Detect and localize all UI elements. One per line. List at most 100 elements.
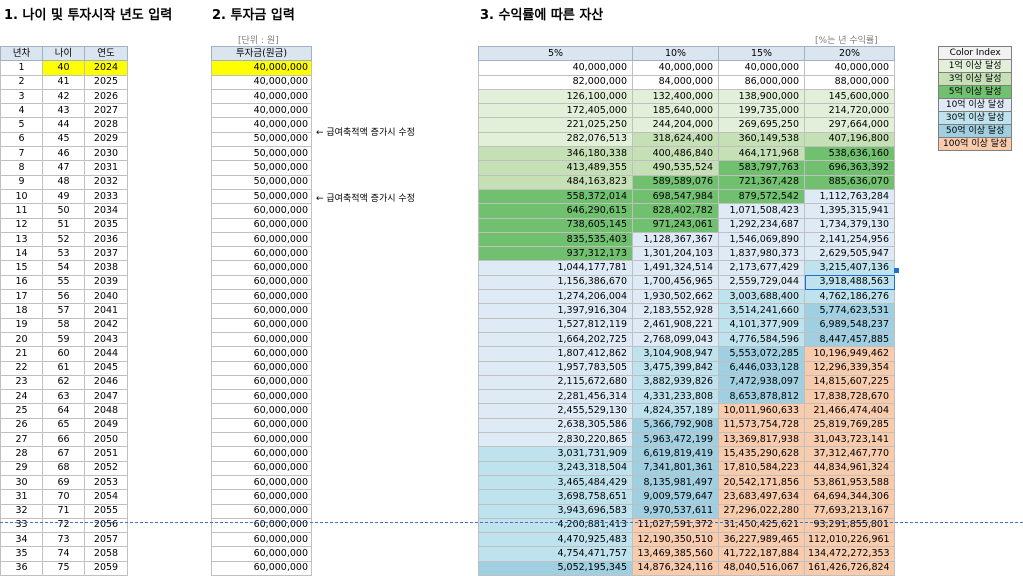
age-cell[interactable]: 64 bbox=[42, 403, 85, 419]
investment-cell[interactable]: 40,000,000 bbox=[211, 60, 312, 76]
investment-cell[interactable]: 60,000,000 bbox=[211, 460, 312, 476]
asset-cell[interactable]: 698,547,984 bbox=[632, 188, 719, 205]
asset-cell[interactable]: 88,000,000 bbox=[804, 74, 895, 90]
year-index-cell[interactable]: 33 bbox=[0, 517, 43, 534]
asset-cell[interactable]: 583,797,763 bbox=[718, 160, 805, 176]
asset-cell[interactable]: 4,824,357,189 bbox=[632, 403, 719, 419]
age-cell[interactable]: 49 bbox=[42, 188, 85, 205]
year-cell[interactable]: 2039 bbox=[84, 274, 128, 291]
asset-cell[interactable]: 2,629,505,947 bbox=[804, 246, 895, 262]
asset-cell[interactable]: 5,963,472,199 bbox=[632, 432, 719, 448]
age-cell[interactable]: 65 bbox=[42, 417, 85, 434]
age-cell[interactable]: 61 bbox=[42, 360, 85, 376]
asset-cell[interactable]: 31,043,723,141 bbox=[804, 432, 895, 448]
year-cell[interactable]: 2038 bbox=[84, 260, 128, 276]
asset-cell[interactable]: 185,640,000 bbox=[632, 103, 719, 119]
investment-cell[interactable]: 60,000,000 bbox=[211, 503, 312, 519]
asset-cell[interactable]: 1,527,812,119 bbox=[478, 317, 633, 333]
asset-cell[interactable]: 269,695,250 bbox=[718, 117, 805, 133]
asset-cell[interactable]: 2,455,529,130 bbox=[478, 403, 633, 419]
asset-cell[interactable]: 132,400,000 bbox=[632, 88, 719, 105]
asset-cell[interactable]: 161,426,726,824 bbox=[804, 560, 895, 576]
age-cell[interactable]: 57 bbox=[42, 303, 85, 319]
asset-cell[interactable]: 12,296,339,354 bbox=[804, 360, 895, 376]
age-cell[interactable]: 54 bbox=[42, 260, 85, 276]
year-index-cell[interactable]: 1 bbox=[0, 60, 43, 76]
year-cell[interactable]: 2036 bbox=[84, 231, 128, 248]
age-cell[interactable]: 46 bbox=[42, 146, 85, 162]
asset-cell[interactable]: 9,970,537,611 bbox=[632, 503, 719, 519]
year-index-cell[interactable]: 8 bbox=[0, 160, 43, 176]
asset-cell[interactable]: 696,363,392 bbox=[804, 160, 895, 176]
age-cell[interactable]: 55 bbox=[42, 274, 85, 291]
year-index-cell[interactable]: 20 bbox=[0, 331, 43, 348]
asset-cell[interactable]: 8,653,878,812 bbox=[718, 389, 805, 405]
year-index-cell[interactable]: 3 bbox=[0, 88, 43, 105]
year-index-cell[interactable]: 4 bbox=[0, 103, 43, 119]
year-index-cell[interactable]: 19 bbox=[0, 317, 43, 333]
asset-cell[interactable]: 20,542,171,856 bbox=[718, 474, 805, 491]
asset-cell[interactable]: 3,698,758,651 bbox=[478, 489, 633, 505]
asset-cell[interactable]: 1,957,783,505 bbox=[478, 360, 633, 376]
year-index-cell[interactable]: 23 bbox=[0, 374, 43, 391]
age-cell[interactable]: 63 bbox=[42, 389, 85, 405]
year-index-cell[interactable]: 36 bbox=[0, 560, 43, 576]
investment-cell[interactable]: 60,000,000 bbox=[211, 374, 312, 391]
asset-cell[interactable]: 3,475,399,842 bbox=[632, 360, 719, 376]
asset-cell[interactable]: 3,918,488,563 bbox=[804, 274, 895, 291]
asset-cell[interactable]: 1,664,202,725 bbox=[478, 331, 633, 348]
asset-cell[interactable]: 13,369,817,938 bbox=[718, 432, 805, 448]
asset-cell[interactable]: 6,619,819,419 bbox=[632, 446, 719, 462]
asset-cell[interactable]: 5,366,792,908 bbox=[632, 417, 719, 434]
year-cell[interactable]: 2025 bbox=[84, 74, 128, 90]
investment-cell[interactable]: 60,000,000 bbox=[211, 360, 312, 376]
year-index-cell[interactable]: 17 bbox=[0, 289, 43, 305]
age-cell[interactable]: 66 bbox=[42, 432, 85, 448]
asset-cell[interactable]: 413,489,355 bbox=[478, 160, 633, 176]
asset-cell[interactable]: 84,000,000 bbox=[632, 74, 719, 90]
asset-cell[interactable]: 1,128,367,367 bbox=[632, 231, 719, 248]
year-cell[interactable]: 2033 bbox=[84, 188, 128, 205]
asset-cell[interactable]: 1,734,379,130 bbox=[804, 217, 895, 233]
asset-cell[interactable]: 7,341,801,361 bbox=[632, 460, 719, 476]
year-index-cell[interactable]: 13 bbox=[0, 231, 43, 248]
investment-cell[interactable]: 60,000,000 bbox=[211, 274, 312, 291]
year-index-cell[interactable]: 5 bbox=[0, 117, 43, 133]
asset-cell[interactable]: 64,694,344,306 bbox=[804, 489, 895, 505]
asset-cell[interactable]: 1,274,206,004 bbox=[478, 289, 633, 305]
year-cell[interactable]: 2044 bbox=[84, 346, 128, 362]
year-cell[interactable]: 2040 bbox=[84, 289, 128, 305]
year-index-cell[interactable]: 7 bbox=[0, 146, 43, 162]
investment-cell[interactable]: 50,000,000 bbox=[211, 188, 312, 205]
fill-handle[interactable] bbox=[894, 268, 899, 273]
year-cell[interactable]: 2041 bbox=[84, 303, 128, 319]
asset-cell[interactable]: 1,546,069,890 bbox=[718, 231, 805, 248]
year-index-cell[interactable]: 12 bbox=[0, 217, 43, 233]
asset-cell[interactable]: 3,243,318,504 bbox=[478, 460, 633, 476]
asset-cell[interactable]: 4,101,377,909 bbox=[718, 317, 805, 333]
investment-cell[interactable]: 60,000,000 bbox=[211, 289, 312, 305]
asset-cell[interactable]: 27,296,022,280 bbox=[718, 503, 805, 519]
age-cell[interactable]: 41 bbox=[42, 74, 85, 90]
asset-cell[interactable]: 17,810,584,223 bbox=[718, 460, 805, 476]
age-cell[interactable]: 75 bbox=[42, 560, 85, 576]
asset-cell[interactable]: 4,754,471,757 bbox=[478, 546, 633, 562]
year-cell[interactable]: 2052 bbox=[84, 460, 128, 476]
age-cell[interactable]: 62 bbox=[42, 374, 85, 391]
asset-cell[interactable]: 282,076,513 bbox=[478, 131, 633, 148]
age-cell[interactable]: 67 bbox=[42, 446, 85, 462]
year-cell[interactable]: 2058 bbox=[84, 546, 128, 562]
investment-cell[interactable]: 60,000,000 bbox=[211, 246, 312, 262]
asset-cell[interactable]: 3,003,688,400 bbox=[718, 289, 805, 305]
investment-cell[interactable]: 40,000,000 bbox=[211, 103, 312, 119]
year-cell[interactable]: 2046 bbox=[84, 374, 128, 391]
asset-cell[interactable]: 1,112,763,284 bbox=[804, 188, 895, 205]
age-cell[interactable]: 52 bbox=[42, 231, 85, 248]
asset-cell[interactable]: 48,040,516,067 bbox=[718, 560, 805, 576]
asset-cell[interactable]: 40,000,000 bbox=[804, 60, 895, 76]
year-cell[interactable]: 2048 bbox=[84, 403, 128, 419]
asset-cell[interactable]: 8,135,981,497 bbox=[632, 474, 719, 491]
asset-cell[interactable]: 318,624,400 bbox=[632, 131, 719, 148]
asset-cell[interactable]: 40,000,000 bbox=[718, 60, 805, 76]
asset-cell[interactable]: 484,163,823 bbox=[478, 174, 633, 190]
